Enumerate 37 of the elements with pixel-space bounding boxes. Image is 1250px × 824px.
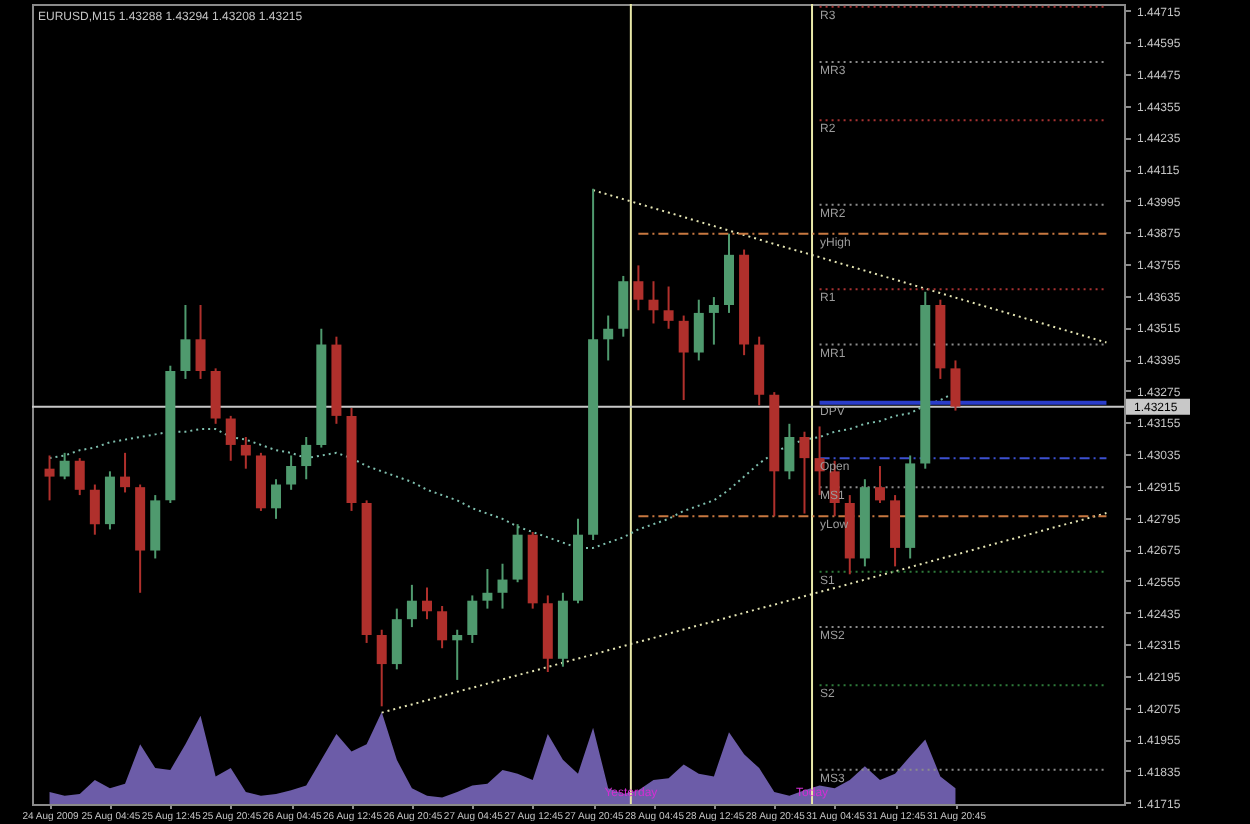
candlestick [874,465,885,505]
candlestick [497,562,508,610]
candlestick [708,296,719,346]
candlestick [240,436,251,470]
candlestick [618,274,629,338]
candlestick [44,454,55,502]
candlestick [301,436,312,481]
candlestick [104,470,115,531]
candlestick [452,628,463,681]
candlestick [210,367,221,425]
candlestick [422,586,433,621]
candlestick [678,314,689,402]
candlestick [799,430,810,515]
candlestick [603,314,614,362]
candlestick [648,280,659,325]
candlestick [693,298,704,362]
candlestick [950,359,961,412]
candlestick [59,451,70,481]
candlestick [225,414,236,462]
candlestick [74,457,85,497]
candlestick [663,285,674,330]
candlestick [286,454,297,491]
candlestick [437,604,448,650]
candlestick [195,303,206,380]
candlestick [784,422,795,481]
candlestick [406,583,417,629]
candlestick [890,494,901,568]
candlestick [376,628,387,708]
candlestick [120,451,131,494]
candlestick [633,264,644,312]
candlestick [89,483,100,536]
candlestick [467,594,478,644]
candlestick [391,607,402,671]
candlestick [180,303,191,380]
candlestick [482,568,493,610]
candlestick [512,523,523,584]
candlestick [271,478,282,520]
